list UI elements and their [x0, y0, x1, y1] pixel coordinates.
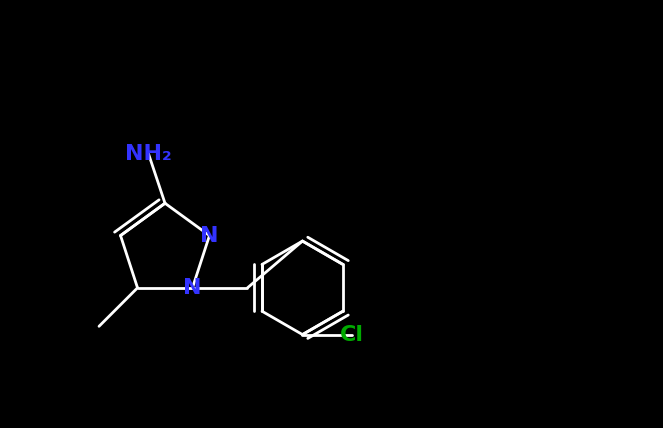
Text: NH₂: NH₂: [125, 144, 172, 164]
Text: N: N: [183, 278, 202, 298]
Text: N: N: [200, 226, 219, 246]
Text: Cl: Cl: [340, 324, 364, 345]
